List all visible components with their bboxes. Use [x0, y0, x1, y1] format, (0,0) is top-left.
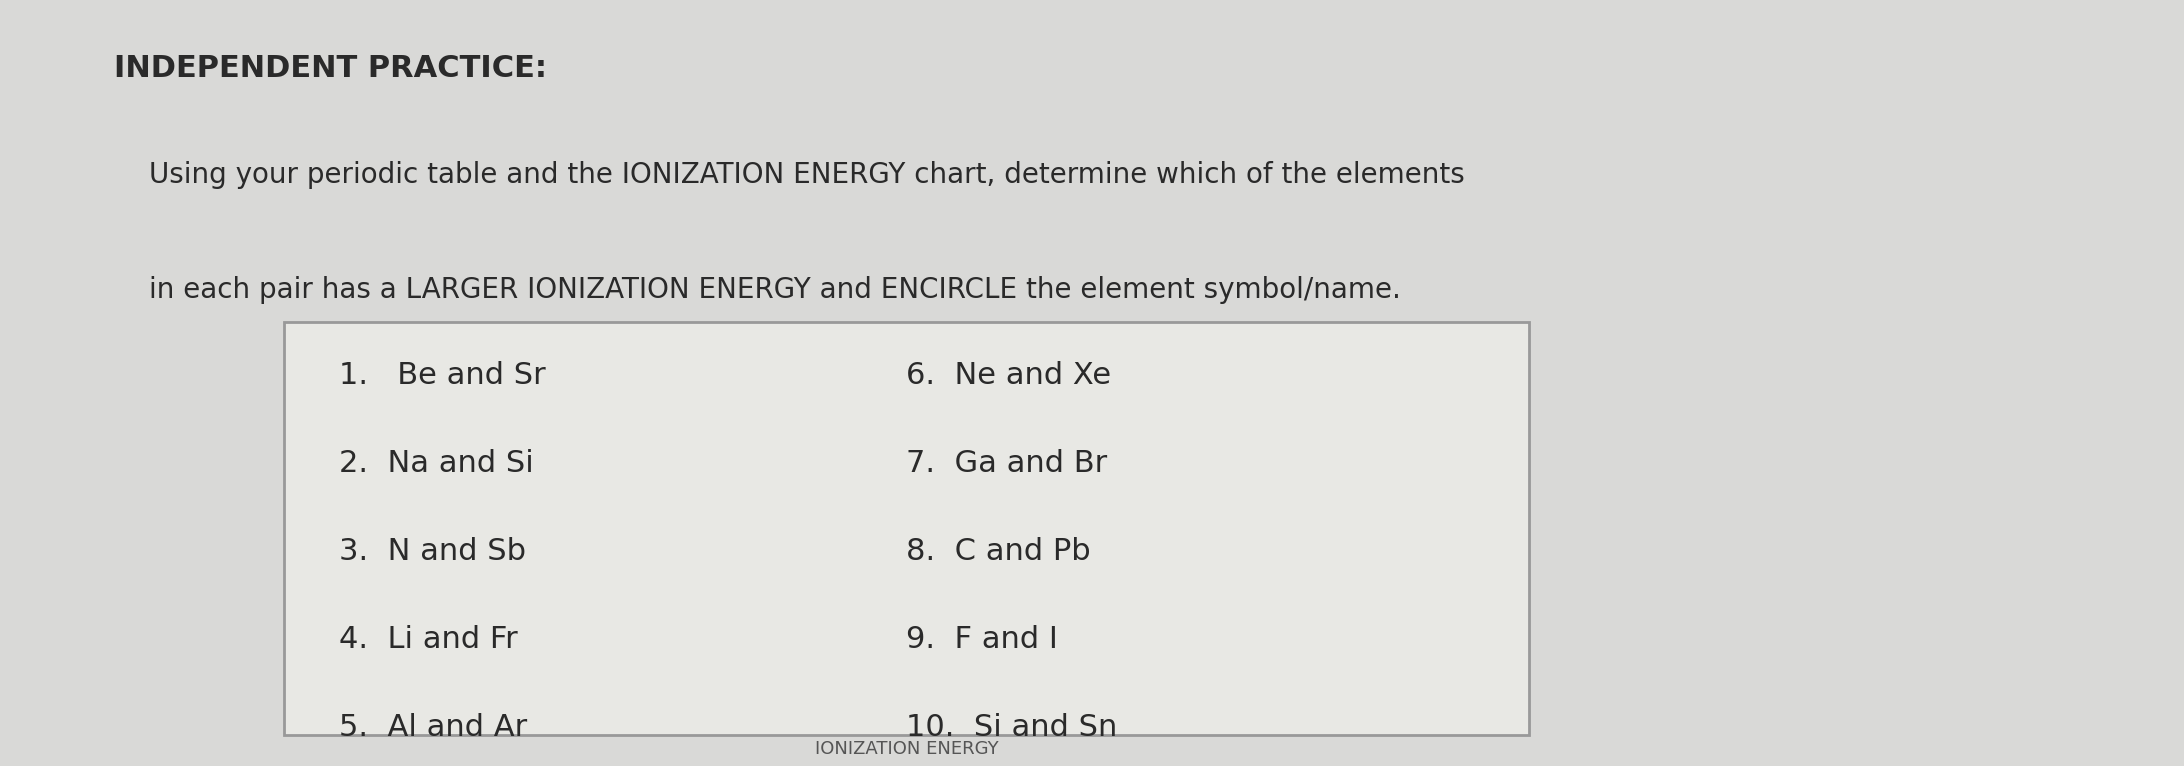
Text: INDEPENDENT PRACTICE:: INDEPENDENT PRACTICE:	[114, 54, 546, 83]
Text: 8.  C and Pb: 8. C and Pb	[906, 537, 1092, 566]
Text: 1.   Be and Sr: 1. Be and Sr	[339, 361, 546, 390]
Text: in each pair has a LARGER IONIZATION ENERGY and ENCIRCLE the element symbol/name: in each pair has a LARGER IONIZATION ENE…	[149, 276, 1400, 304]
Text: 6.  Ne and Xe: 6. Ne and Xe	[906, 361, 1112, 390]
FancyBboxPatch shape	[284, 322, 1529, 735]
Text: 3.  N and Sb: 3. N and Sb	[339, 537, 526, 566]
Text: 38 b: 38 b	[808, 542, 852, 561]
Text: 4.  Li and Fr: 4. Li and Fr	[339, 625, 518, 654]
Text: Using your periodic table and the IONIZATION ENERGY chart, determine which of th: Using your periodic table and the IONIZA…	[149, 161, 1463, 189]
Text: 7.  Ga and Br: 7. Ga and Br	[906, 449, 1107, 478]
Text: IONIZATION ENERGY: IONIZATION ENERGY	[815, 741, 998, 758]
Text: 5.  Al and Ar: 5. Al and Ar	[339, 713, 526, 742]
Text: 17 bn: 17 bn	[808, 715, 863, 733]
Text: 9.  F and I: 9. F and I	[906, 625, 1059, 654]
Text: 12 bno S8  1: 12 bno S8 1	[1245, 454, 1369, 473]
Text: 10.  Si and Sn: 10. Si and Sn	[906, 713, 1118, 742]
Text: oX b: oX b	[808, 454, 852, 473]
Text: 2.  Na and Si: 2. Na and Si	[339, 449, 533, 478]
Text: d9: d9	[808, 630, 832, 649]
Text: d2 bn  M .£: d2 bn M .£	[1245, 630, 1354, 649]
Text: 12 bno bM  2: 12 bno bM 2	[1245, 542, 1374, 561]
